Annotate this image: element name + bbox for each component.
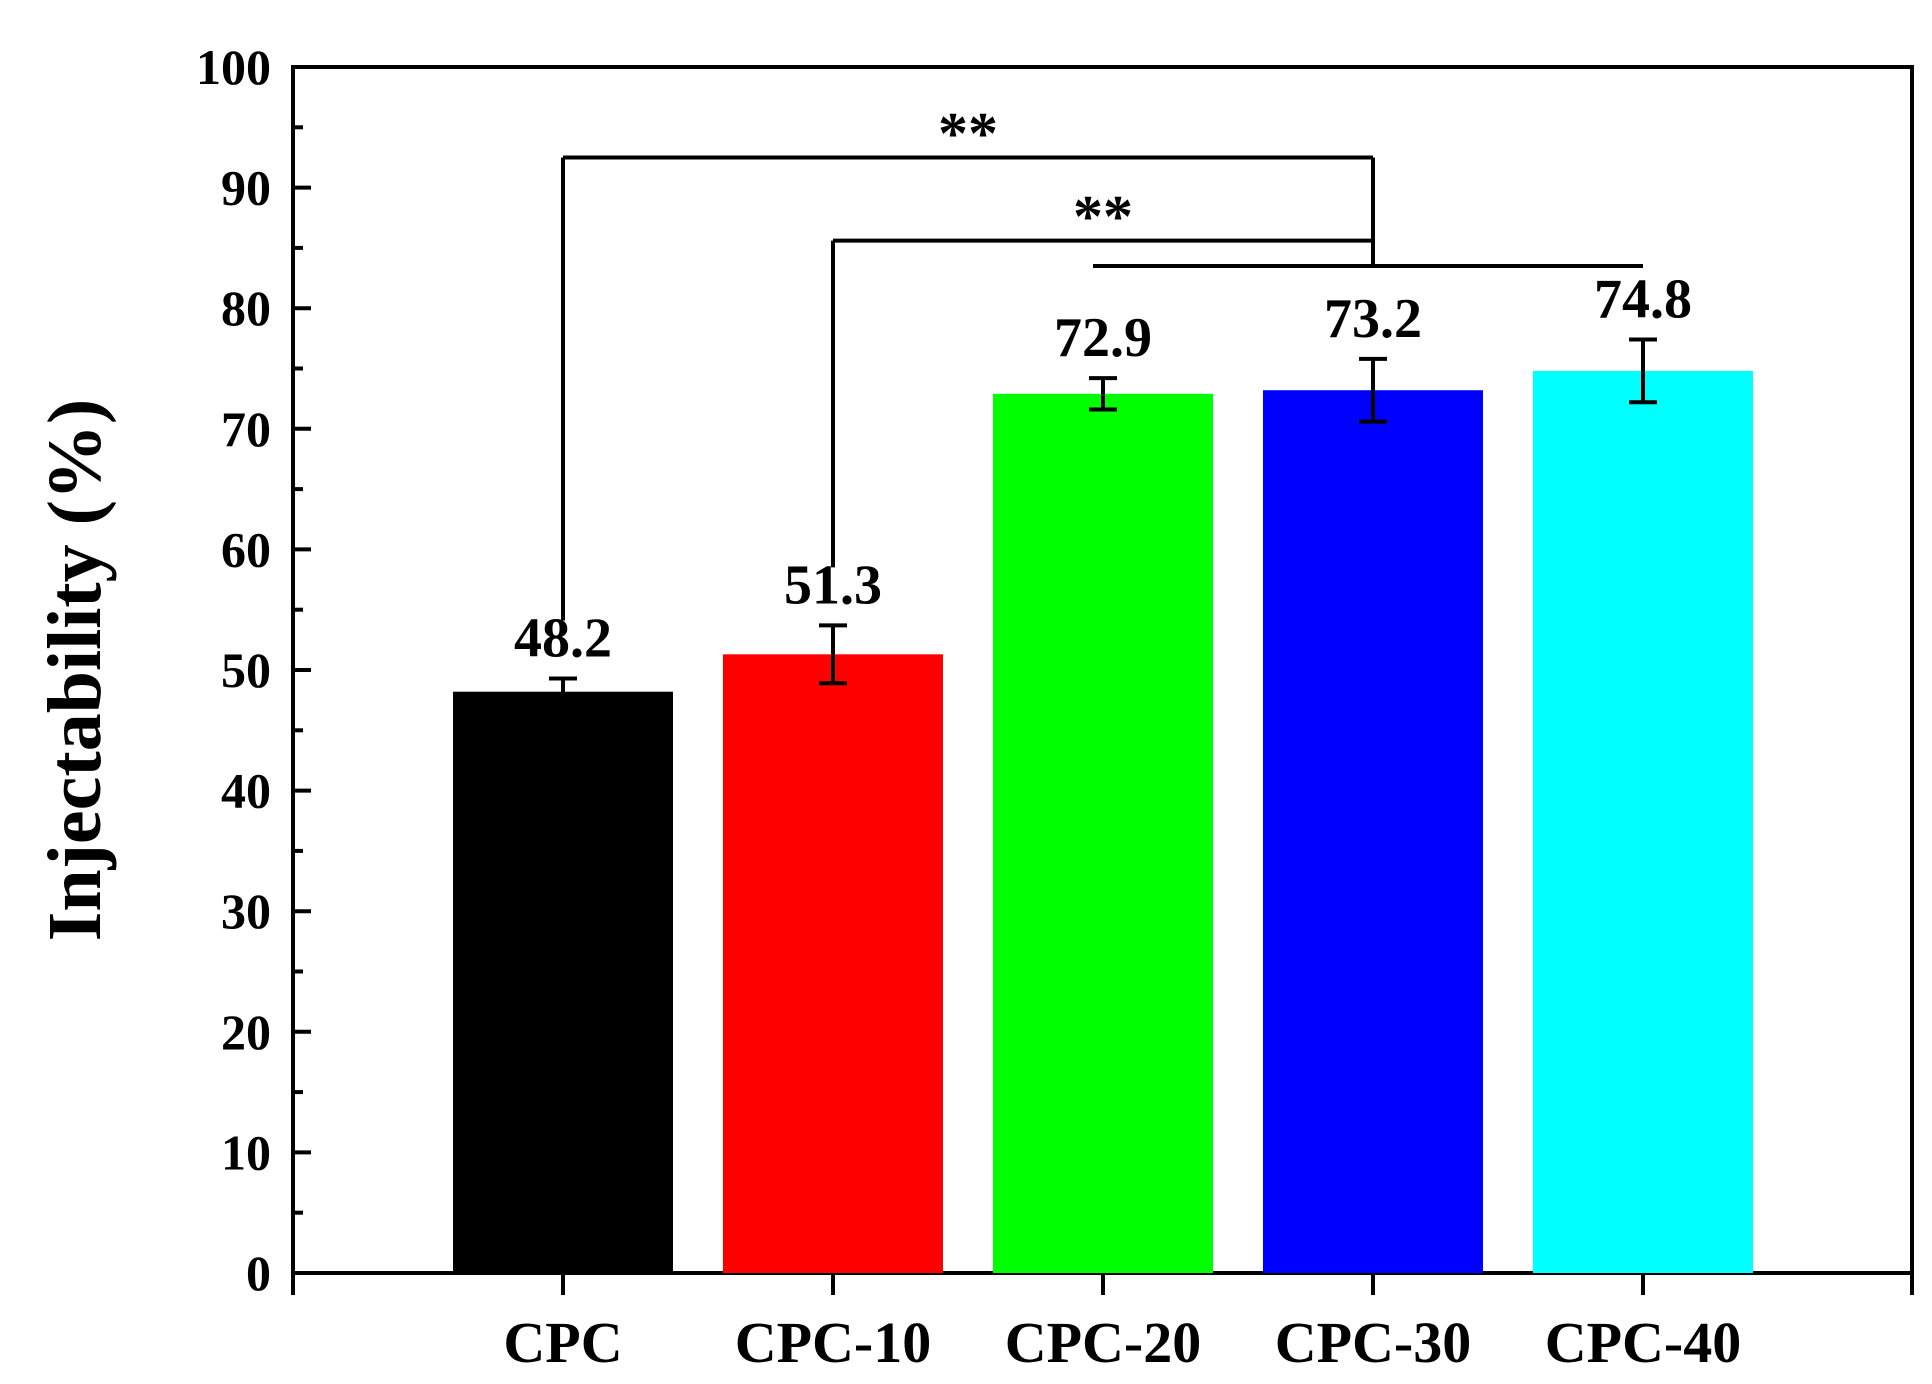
y-tick-label: 50 xyxy=(221,642,271,698)
bar-value-label: 48.2 xyxy=(514,607,612,669)
y-tick-label: 0 xyxy=(246,1245,271,1301)
x-category-label: CPC-30 xyxy=(1275,1310,1472,1375)
significance-brackets-layer: ** ** xyxy=(561,100,1643,621)
bars-layer xyxy=(453,370,1753,1273)
y-tick-label: 100 xyxy=(196,39,271,95)
bar-cpc-20 xyxy=(993,393,1213,1273)
x-category-label: CPC xyxy=(503,1310,622,1375)
y-tick-label: 30 xyxy=(221,883,271,939)
bar-value-label: 73.2 xyxy=(1324,288,1422,350)
bar-cpc-10 xyxy=(723,654,943,1273)
x-category-label: CPC-40 xyxy=(1545,1310,1742,1375)
labels-layer: CPC CPC-10 CPC-20 CPC-30 CPC-40 48.2 51.3 72.9 7… xyxy=(503,269,1741,1375)
bar-value-label: 72.9 xyxy=(1054,307,1152,369)
bar-value-label: 51.3 xyxy=(784,554,882,616)
x-category-label: CPC-10 xyxy=(735,1310,932,1375)
x-category-label: CPC-20 xyxy=(1005,1310,1202,1375)
bar-value-label: 74.8 xyxy=(1594,269,1692,331)
error-bars-layer xyxy=(549,337,1657,707)
bar-cpc-40 xyxy=(1533,370,1753,1273)
y-tick-label: 60 xyxy=(221,521,271,577)
y-tick-label: 20 xyxy=(221,1004,271,1060)
bar-cpc xyxy=(453,691,673,1273)
y-tick-label: 40 xyxy=(221,763,271,819)
significance-label: ** xyxy=(938,100,998,166)
y-tick-label: 80 xyxy=(221,280,271,336)
y-tick-label: 70 xyxy=(221,401,271,457)
bar-cpc-30 xyxy=(1263,390,1483,1273)
y-tick-label: 90 xyxy=(221,160,271,216)
significance-label: ** xyxy=(1073,184,1133,250)
y-axis-label: Injectability (%) xyxy=(33,399,117,941)
y-tick-label: 10 xyxy=(221,1124,271,1180)
